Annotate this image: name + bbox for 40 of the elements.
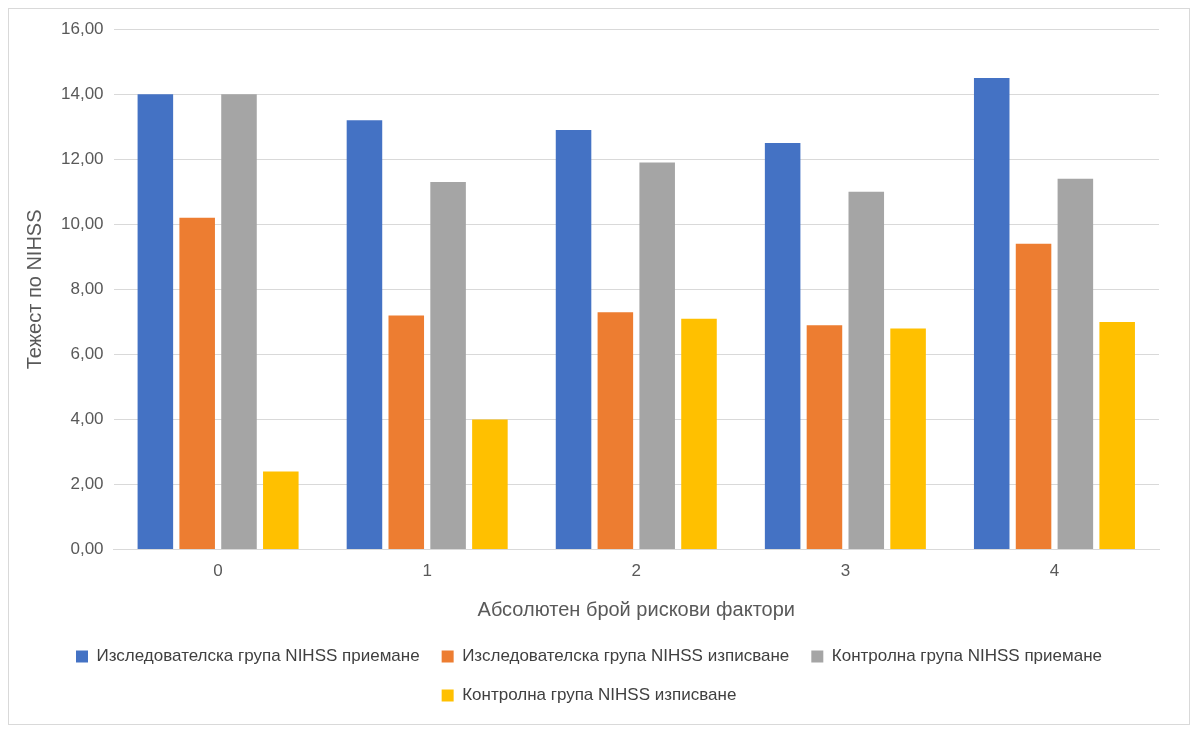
x-axis-title: Абсолютен брой рискови фактори (477, 597, 795, 620)
bar (555, 130, 592, 550)
bar (430, 182, 466, 550)
bar (472, 419, 508, 550)
bar (1099, 321, 1135, 550)
bar (848, 191, 885, 550)
legend-label: Контролна група NIHSS приемане (831, 646, 1102, 666)
legend-label: Изследователска група NIHSS приемане (96, 646, 420, 666)
x-tick-label: 3 (840, 561, 851, 581)
bar (806, 325, 843, 550)
x-tick-label: 0 (213, 561, 223, 581)
legend-label: Контролна група NIHSS изписване (462, 685, 737, 705)
y-tick-label: 4,00 (70, 409, 104, 429)
bar (179, 217, 215, 550)
bar (1015, 243, 1052, 550)
bar (221, 94, 257, 550)
bar (764, 143, 801, 550)
y-tick-label: 0,00 (70, 539, 104, 559)
y-tick-label: 2,00 (70, 474, 104, 494)
bar (890, 328, 926, 550)
bar (1057, 178, 1094, 550)
bar (346, 120, 383, 550)
bar (681, 318, 717, 550)
x-tick-label: 4 (1049, 561, 1060, 581)
x-tick-label: 1 (422, 561, 432, 581)
bar (639, 162, 675, 550)
bar (137, 94, 174, 550)
bar (388, 315, 425, 550)
y-tick-label: 12,00 (60, 148, 104, 168)
y-tick-label: 8,00 (70, 279, 104, 299)
y-tick-label: 6,00 (70, 344, 104, 364)
bar (973, 77, 1010, 550)
y-tick-label: 14,00 (60, 83, 104, 103)
bar (597, 312, 634, 550)
y-tick-label: 16,00 (60, 18, 104, 38)
y-axis-title: Тежест по NIHSS (22, 209, 45, 370)
x-tick-label: 2 (631, 561, 642, 581)
bar (263, 471, 299, 550)
legend-label: Изследователска група NIHSS изписване (462, 646, 790, 666)
y-tick-label: 10,00 (60, 214, 104, 234)
